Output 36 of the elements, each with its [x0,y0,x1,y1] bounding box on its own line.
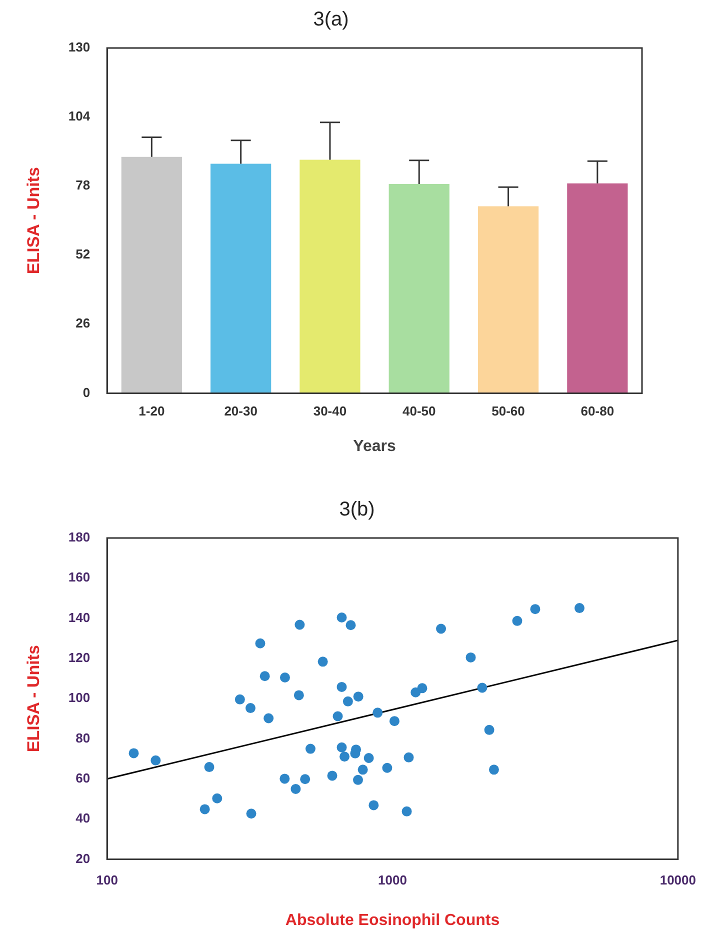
bar [388,184,450,394]
bar [567,183,628,394]
x-tick-label: 40-50 [402,404,436,419]
y-tick-label: 60 [76,770,90,786]
y-tick-label: 130 [68,40,90,55]
x-tick-label: 1-20 [138,404,165,419]
x-tick-label: 100 [96,872,118,888]
x-tick-label: 10000 [660,872,696,888]
y-tick-label: 80 [76,730,90,746]
y-tick-label: 0 [82,384,90,400]
x-tick-label: 50-60 [492,404,525,419]
x-axis-title: Years [353,438,396,455]
y-tick-label: 104 [68,108,91,124]
chart-title: 3(a) [313,8,349,31]
x-tick-label: 30-40 [313,404,347,419]
x-tick-label: 60-80 [580,404,614,419]
bar [121,156,182,394]
bar [210,164,272,394]
x-tick-label: 20-30 [224,404,258,419]
y-tick-label: 20 [76,850,90,866]
y-tick-label: 140 [68,610,90,625]
bar [478,206,539,394]
x-tick-label: 1000 [378,872,407,888]
y-tick-label: 100 [68,690,90,706]
y-tick-label: 40 [76,810,90,826]
y-tick-label: 78 [76,178,90,193]
y-tick-label: 160 [68,570,90,585]
x-axis-title: Absolute Eosinophil Counts [285,912,500,929]
bar [300,160,360,394]
y-axis-title: ELISA - Units [24,167,43,274]
y-tick-label: 180 [68,530,90,545]
chart-title: 3(b) [339,498,375,521]
y-tick-label: 52 [76,246,90,262]
y-tick-label: 120 [68,650,90,666]
y-axis-title: ELISA - Units [24,645,43,752]
y-tick-label: 26 [76,316,90,331]
